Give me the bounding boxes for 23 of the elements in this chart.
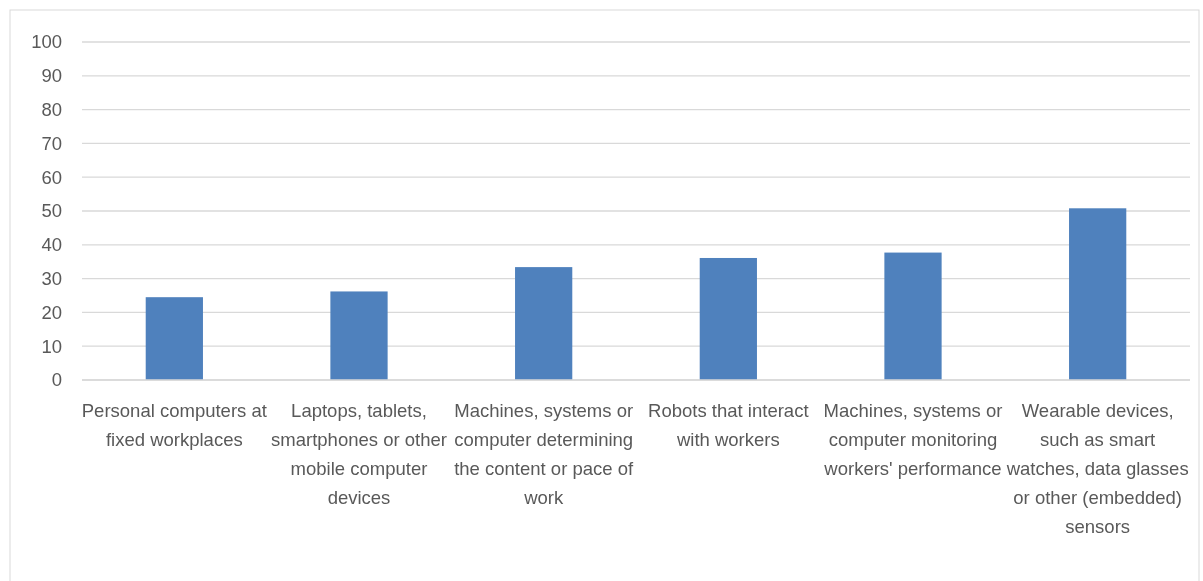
x-tick-label: Wearable devices, such as smart watches, data glasses or other (embedded) sensors bbox=[1005, 400, 1189, 537]
bar bbox=[145, 297, 203, 380]
y-tick-label: 50 bbox=[41, 200, 62, 222]
bar bbox=[330, 291, 388, 380]
bar bbox=[699, 257, 757, 380]
bar bbox=[515, 267, 573, 380]
y-tick-label: 80 bbox=[41, 99, 62, 121]
y-tick-label: 100 bbox=[31, 31, 62, 53]
x-tick-label: Laptops, tablets, smartphones or other mobile computer devices bbox=[271, 400, 447, 508]
y-tick-label: 70 bbox=[41, 132, 62, 154]
x-tick-label: Robots that interact with workers bbox=[648, 400, 809, 450]
bar bbox=[884, 252, 942, 380]
y-tick-label: 40 bbox=[41, 234, 62, 256]
x-tick-label: Machines, systems or computer monitoring workers' performance bbox=[823, 400, 1003, 479]
y-tick-label: 30 bbox=[41, 268, 62, 290]
y-tick-label: 10 bbox=[41, 335, 62, 357]
y-tick-label: 90 bbox=[41, 65, 62, 87]
y-tick-label: 60 bbox=[41, 166, 62, 188]
bar bbox=[1069, 208, 1127, 380]
x-tick-label: Machines, systems or computer determining the content or pace of work bbox=[454, 400, 634, 508]
x-tick-label: Personal computers at fixed workplaces bbox=[81, 400, 267, 450]
y-tick-label: 0 bbox=[51, 369, 62, 391]
y-tick-label: 20 bbox=[41, 301, 62, 323]
